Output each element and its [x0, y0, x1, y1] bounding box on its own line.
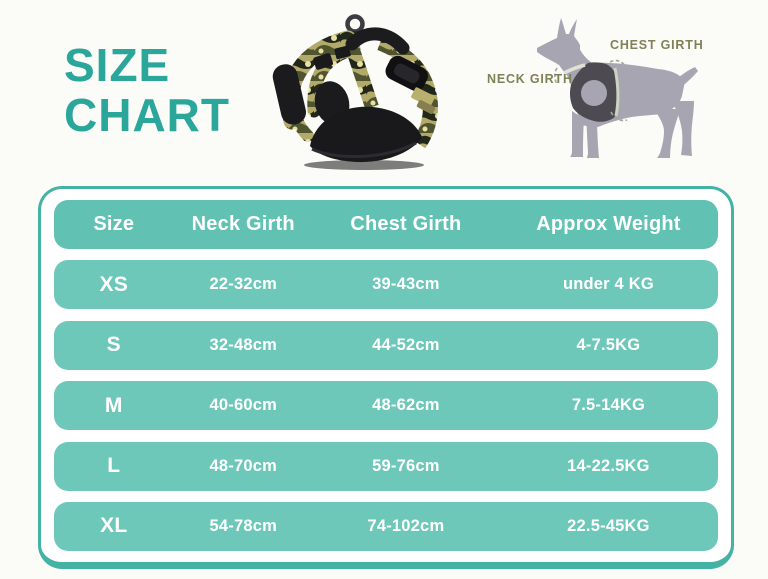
weight-cell: 7.5-14KG: [571, 396, 645, 415]
column-header-chest: Chest Girth: [350, 213, 462, 235]
column-header-size: Size: [93, 213, 135, 235]
chest-girth-label: CHEST GIRTH: [610, 38, 704, 52]
title-line-1: SIZE: [64, 39, 171, 91]
weight-cell: 4-7.5KG: [576, 335, 641, 354]
weight-cell: 14-22.5KG: [567, 456, 650, 475]
size-cell: XL: [100, 514, 128, 538]
neck-girth-cell: 32-48cm: [209, 335, 277, 354]
harness-product-image: [272, 14, 438, 170]
column-header-weight: Approx Weight: [536, 213, 681, 235]
table-row: L 48-70cm 59-76cm 14-22.5KG: [54, 441, 718, 491]
table-row: XS 22-32cm 39-43cm under 4 KG: [54, 260, 718, 310]
chest-girth-cell: 74-102cm: [367, 516, 445, 535]
size-cell: M: [104, 393, 123, 417]
neck-girth-cell: 22-32cm: [209, 275, 277, 294]
weight-cell: under 4 KG: [562, 275, 654, 294]
size-cell: XS: [99, 272, 128, 296]
dog-measurement-diagram: [537, 18, 698, 158]
neck-girth-cell: 40-60cm: [209, 396, 277, 415]
table-row: XL 54-78cm 74-102cm 22.5-45KG: [54, 501, 718, 551]
chest-girth-cell: 39-43cm: [372, 275, 440, 294]
page-title: SIZE CHART: [64, 40, 230, 140]
neck-girth-label: NECK GIRTH: [487, 72, 573, 86]
table-row: S 32-48cm 44-52cm 4-7.5KG: [54, 320, 718, 370]
chest-girth-cell: 44-52cm: [372, 335, 440, 354]
size-cell: L: [107, 454, 121, 478]
table-header-row: Size Neck Girth Chest Girth Approx Weigh…: [54, 200, 718, 249]
chest-girth-cell: 48-62cm: [372, 396, 440, 415]
size-cell: S: [106, 333, 121, 357]
table-row: M 40-60cm 48-62cm 7.5-14KG: [54, 381, 718, 431]
neck-girth-cell: 54-78cm: [209, 516, 277, 535]
size-table: Size Neck Girth Chest Girth Approx Weigh…: [38, 186, 734, 569]
harness-buckle-icon: [385, 55, 436, 114]
column-header-neck: Neck Girth: [191, 213, 295, 235]
weight-cell: 22.5-45KG: [567, 516, 650, 535]
chest-girth-cell: 59-76cm: [372, 456, 440, 475]
title-line-2: CHART: [64, 89, 230, 142]
neck-girth-cell: 48-70cm: [209, 456, 277, 475]
